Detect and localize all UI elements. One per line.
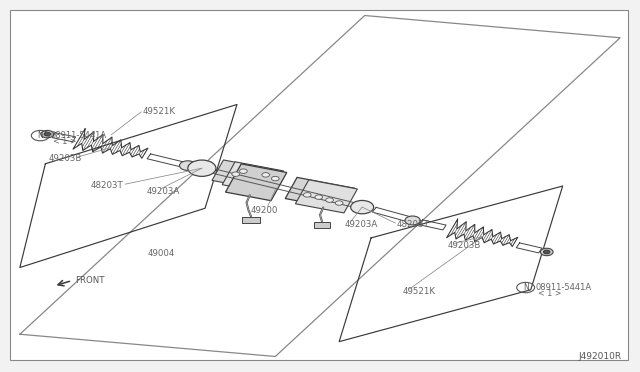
Circle shape [326, 198, 333, 202]
Circle shape [540, 248, 553, 256]
Polygon shape [222, 162, 284, 194]
Text: N: N [523, 283, 529, 292]
Circle shape [351, 201, 374, 214]
Circle shape [335, 201, 343, 205]
Text: 08911-5441A: 08911-5441A [51, 131, 107, 140]
Text: 48203T: 48203T [397, 221, 429, 230]
Text: < 1 >: < 1 > [53, 137, 77, 146]
Text: 49203A: 49203A [344, 220, 378, 229]
Circle shape [188, 160, 216, 176]
Circle shape [179, 161, 196, 170]
Polygon shape [212, 160, 281, 191]
Circle shape [271, 176, 279, 181]
Circle shape [543, 250, 550, 254]
Circle shape [232, 172, 239, 176]
Polygon shape [242, 217, 260, 224]
Text: 49200: 49200 [250, 206, 278, 215]
Text: 49521K: 49521K [403, 288, 436, 296]
Text: 49004: 49004 [148, 249, 175, 258]
Text: FRONT: FRONT [75, 276, 104, 285]
FancyBboxPatch shape [10, 10, 628, 360]
Polygon shape [225, 164, 287, 201]
Circle shape [41, 131, 54, 138]
Text: 49521K: 49521K [143, 107, 175, 116]
Circle shape [44, 132, 51, 136]
Circle shape [262, 173, 269, 177]
Circle shape [405, 216, 420, 225]
Circle shape [303, 193, 311, 197]
Polygon shape [314, 222, 330, 228]
Polygon shape [285, 177, 355, 209]
Text: 48203T: 48203T [90, 181, 123, 190]
Text: < 1 >: < 1 > [538, 289, 562, 298]
Text: 49203B: 49203B [49, 154, 82, 163]
Text: N: N [37, 131, 43, 140]
Text: 08911-5441A: 08911-5441A [536, 283, 592, 292]
Circle shape [315, 195, 323, 199]
Circle shape [239, 169, 247, 173]
Polygon shape [296, 180, 357, 213]
Text: J492010R: J492010R [579, 352, 621, 361]
Text: 49203B: 49203B [448, 241, 481, 250]
Text: 49203A: 49203A [147, 187, 180, 196]
